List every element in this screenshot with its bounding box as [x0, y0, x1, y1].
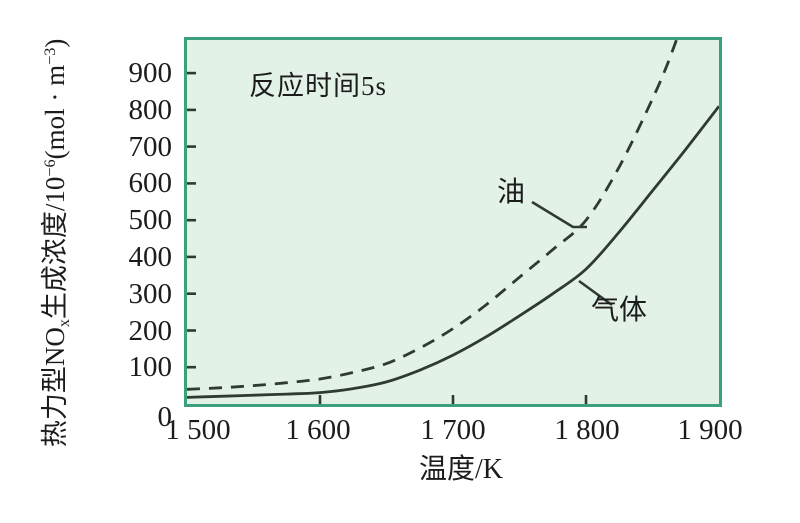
y-tick-600: 600	[128, 167, 173, 199]
plot-area: 反应时间5s 油 气体	[184, 37, 722, 407]
annotation-reaction-time: 反应时间5s	[249, 71, 388, 101]
y-axis-label: 热力型NOx生成浓度/10−6(mol · m−3)	[33, 8, 81, 478]
y-tick-0: 0	[157, 401, 173, 433]
x-tick-1600: 1 600	[285, 414, 351, 446]
curves-layer	[187, 40, 719, 404]
gas-leader-line	[578, 279, 613, 307]
x-tick-1800: 1 800	[554, 414, 620, 446]
y-axis-label-text: 热力型NO	[40, 327, 71, 448]
y-tick-700: 700	[128, 131, 173, 163]
y-tick-900: 900	[128, 57, 173, 89]
y-tick-100: 100	[128, 351, 173, 383]
oil-leader-line	[531, 200, 587, 229]
y-tick-300: 300	[128, 278, 173, 310]
oil-series-label: 油	[497, 177, 526, 208]
gas-series-label: 气体	[591, 295, 648, 326]
y-axis-label-text: )	[40, 38, 71, 48]
x-axis-label: 温度/K	[418, 454, 503, 485]
y-tick-400: 400	[128, 241, 173, 273]
y-axis-label-subscript: x	[54, 319, 73, 328]
y-axis-label-superscript: −3	[41, 47, 60, 65]
x-tick-1900: 1 900	[677, 414, 743, 446]
y-axis-label-superscript: −6	[41, 159, 60, 177]
y-tick-500: 500	[128, 204, 173, 236]
y-axis-label-text: 生成浓度/10	[40, 176, 71, 320]
x-tick-1700: 1 700	[420, 414, 486, 446]
y-tick-200: 200	[128, 315, 173, 347]
leader-lines-layer	[531, 200, 613, 307]
x-tick-1500: 1 500	[165, 414, 231, 446]
y-tick-800: 800	[128, 94, 173, 126]
y-axis-label-text: (mol · m	[40, 64, 71, 160]
